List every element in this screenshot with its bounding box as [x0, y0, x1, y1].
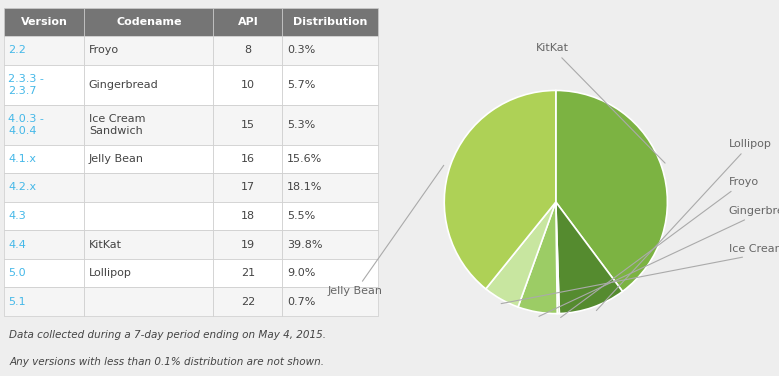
Text: 4.4: 4.4	[9, 240, 26, 250]
Bar	[84, 202, 213, 230]
Bar	[84, 145, 213, 173]
Text: API: API	[238, 17, 259, 27]
Bar	[84, 230, 213, 259]
Bar	[4, 230, 84, 259]
Bar	[283, 65, 378, 105]
Text: 9.0%: 9.0%	[287, 268, 315, 278]
Text: Jelly Bean: Jelly Bean	[89, 154, 144, 164]
Text: Ice Cream
Sandwich: Ice Cream Sandwich	[89, 114, 145, 136]
Bar	[213, 173, 283, 202]
Text: 18: 18	[241, 211, 255, 221]
Text: Version: Version	[21, 17, 68, 27]
Wedge shape	[556, 202, 559, 314]
Text: 22: 22	[241, 297, 255, 306]
Text: 15: 15	[241, 120, 255, 130]
Text: Lollipop: Lollipop	[89, 268, 132, 278]
Bar	[84, 287, 213, 316]
Bar	[4, 145, 84, 173]
Bar	[213, 202, 283, 230]
Text: 4.0.3 -
4.0.4: 4.0.3 - 4.0.4	[9, 114, 44, 136]
Text: Jelly Bean: Jelly Bean	[328, 165, 444, 296]
Bar	[213, 36, 283, 65]
Bar	[84, 105, 213, 145]
Text: 4.1.x: 4.1.x	[9, 154, 37, 164]
Text: 10: 10	[241, 80, 255, 89]
Text: 21: 21	[241, 268, 255, 278]
Bar	[84, 65, 213, 105]
Text: Ice Cream Sandwich: Ice Cream Sandwich	[501, 244, 779, 304]
Bar	[283, 173, 378, 202]
Text: 5.5%: 5.5%	[287, 211, 315, 221]
Bar	[283, 230, 378, 259]
Text: 15.6%: 15.6%	[287, 154, 323, 164]
Text: KitKat: KitKat	[89, 240, 122, 250]
Bar	[283, 36, 378, 65]
Bar	[84, 259, 213, 287]
Text: Froyo: Froyo	[561, 177, 759, 317]
Text: 5.0: 5.0	[9, 268, 26, 278]
Text: 5.7%: 5.7%	[287, 80, 315, 89]
Text: 2.3.3 -
2.3.7: 2.3.3 - 2.3.7	[9, 74, 44, 96]
Wedge shape	[518, 202, 557, 314]
Bar	[4, 173, 84, 202]
Wedge shape	[556, 202, 622, 314]
Bar	[4, 36, 84, 65]
Text: 17: 17	[241, 182, 255, 193]
Bar	[84, 173, 213, 202]
Bar	[4, 8, 84, 36]
Wedge shape	[486, 202, 556, 307]
Text: 19: 19	[241, 240, 255, 250]
Text: 4.3: 4.3	[9, 211, 26, 221]
Text: 5.1: 5.1	[9, 297, 26, 306]
Wedge shape	[444, 90, 556, 289]
Text: Distribution: Distribution	[293, 17, 368, 27]
Bar	[213, 105, 283, 145]
Bar	[283, 259, 378, 287]
Text: 2.2: 2.2	[9, 45, 26, 55]
Bar	[213, 8, 283, 36]
Text: Lollipop: Lollipop	[597, 139, 772, 311]
Text: Gingerbread: Gingerbread	[539, 206, 779, 316]
Bar	[4, 287, 84, 316]
Bar	[283, 202, 378, 230]
Wedge shape	[556, 90, 668, 291]
Text: Froyo: Froyo	[89, 45, 119, 55]
Bar	[4, 105, 84, 145]
Bar	[213, 259, 283, 287]
Bar	[213, 65, 283, 105]
Bar	[4, 65, 84, 105]
Bar	[283, 8, 378, 36]
Text: 0.7%: 0.7%	[287, 297, 315, 306]
Text: 5.3%: 5.3%	[287, 120, 315, 130]
Bar	[283, 287, 378, 316]
Bar	[213, 287, 283, 316]
Text: 0.3%: 0.3%	[287, 45, 315, 55]
Text: 39.8%: 39.8%	[287, 240, 323, 250]
Bar	[4, 202, 84, 230]
Bar	[213, 230, 283, 259]
Bar	[4, 259, 84, 287]
Text: Any versions with less than 0.1% distribution are not shown.: Any versions with less than 0.1% distrib…	[9, 356, 324, 367]
Text: 4.2.x: 4.2.x	[9, 182, 37, 193]
Text: Data collected during a 7-day period ending on May 4, 2015.: Data collected during a 7-day period end…	[9, 330, 326, 340]
Bar	[84, 8, 213, 36]
Bar	[283, 145, 378, 173]
Text: 8: 8	[245, 45, 252, 55]
Bar	[84, 36, 213, 65]
Text: 16: 16	[241, 154, 255, 164]
Bar	[283, 105, 378, 145]
Text: Codename: Codename	[116, 17, 182, 27]
Text: Gingerbread: Gingerbread	[89, 80, 158, 89]
Text: 18.1%: 18.1%	[287, 182, 323, 193]
Text: KitKat: KitKat	[536, 43, 665, 163]
Bar	[213, 145, 283, 173]
